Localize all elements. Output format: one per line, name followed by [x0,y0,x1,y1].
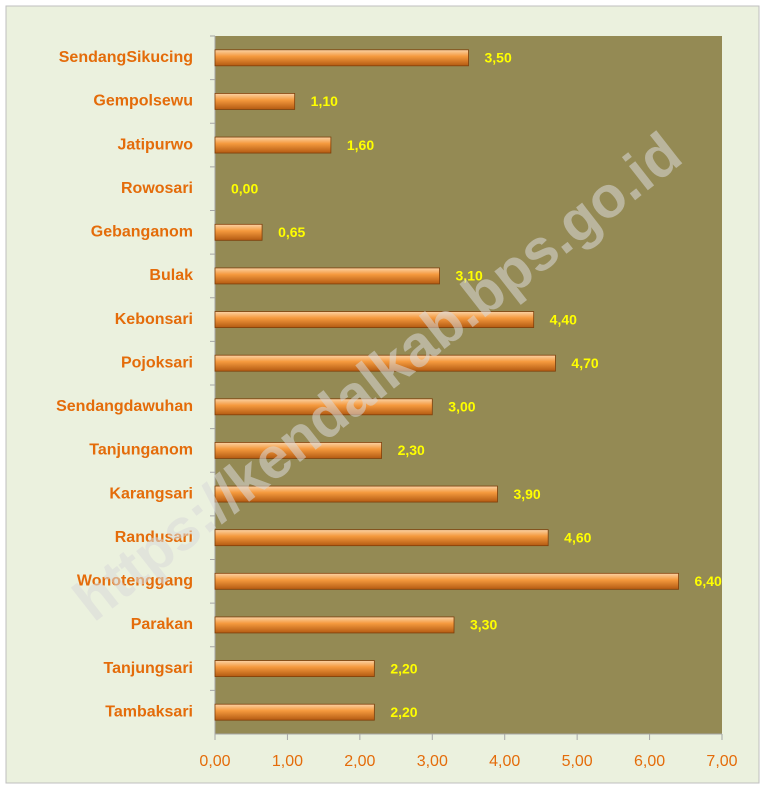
bar [214,660,375,677]
x-tick-label: 5,00 [562,753,593,770]
value-label: 3,30 [470,617,497,633]
bar [214,398,433,416]
x-tick-label: 6,00 [634,753,665,770]
y-tick-label: Gempolsewu [93,93,193,110]
value-label: 3,00 [448,399,475,415]
value-label: 6,40 [695,573,722,589]
x-tick-label: 3,00 [417,753,448,770]
value-label: 0,00 [231,180,258,196]
value-label: 4,40 [550,311,577,327]
y-tick-label: Kebonsari [115,311,193,328]
y-tick-label: SendangSikucing [59,49,193,66]
x-tick-label: 2,00 [344,753,375,770]
y-tick-label: Wonotenggang [77,573,193,590]
bar [214,223,263,241]
y-tick-label: Sendangdawuhan [56,398,193,415]
value-label: 2,20 [390,704,417,720]
value-label: 2,20 [390,660,417,676]
x-tick-label: 4,00 [489,753,520,770]
x-tick-label: 7,00 [706,753,737,770]
bar [214,93,296,110]
bar [214,311,535,328]
x-tick-label: 0,00 [199,753,230,770]
y-tick-label: Parakan [131,616,193,633]
bar [214,616,455,634]
value-label: 2,30 [398,442,425,458]
value-label: 3,50 [485,50,512,66]
bar [214,485,498,503]
y-tick-label: Karangsari [109,485,193,502]
bar [214,572,679,590]
y-tick-label: Jatipurwo [117,136,193,153]
bar [214,703,375,721]
bar [214,49,469,67]
bar [214,267,440,285]
bar [214,529,549,547]
value-label: 0,65 [278,224,305,240]
value-label: 4,70 [571,355,598,371]
y-tick-label: Tanjungsari [104,660,194,677]
y-tick-label: Tambaksari [105,703,193,720]
y-tick-label: Tanjunganom [89,442,193,459]
y-tick-label: Pojoksari [121,354,193,371]
bar [214,136,332,154]
x-tick-label: 1,00 [272,753,303,770]
y-tick-label: Randusari [115,529,193,546]
value-label: 1,10 [311,93,338,109]
y-tick-label: Bulak [149,267,193,284]
value-label: 4,60 [564,529,591,545]
y-tick-label: Rowosari [121,180,193,197]
y-tick-label: Gebanganom [91,224,193,241]
value-label: 3,10 [456,268,483,284]
bar [214,354,556,372]
value-label: 3,90 [513,486,540,502]
bar [214,442,382,459]
value-label: 1,60 [347,137,374,153]
